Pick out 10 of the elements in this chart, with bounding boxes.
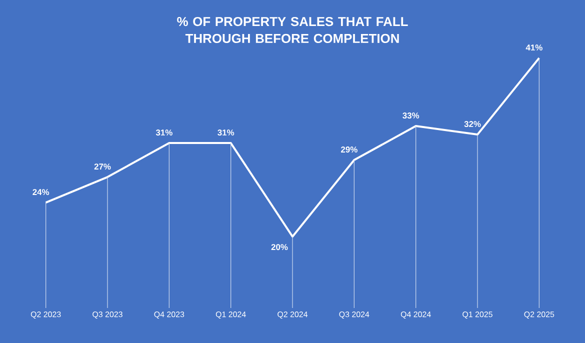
data-label: 32% (464, 121, 481, 128)
data-label: 27% (94, 164, 111, 170)
data-label: 24% (32, 189, 50, 196)
data-label: 41% (526, 44, 542, 50)
data-label: 29% (341, 146, 358, 153)
data-label: 33% (402, 112, 420, 119)
chart-title: % OF PROPERTY SALES THAT FALL THROUGH BEFORE COMPLETION (177, 16, 408, 44)
data-label: 31% (218, 130, 234, 136)
data-label: 20% (271, 244, 288, 250)
data-label: 31% (156, 130, 172, 136)
